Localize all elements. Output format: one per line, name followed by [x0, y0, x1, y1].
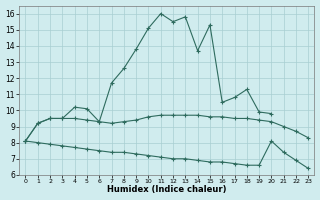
- X-axis label: Humidex (Indice chaleur): Humidex (Indice chaleur): [107, 185, 227, 194]
